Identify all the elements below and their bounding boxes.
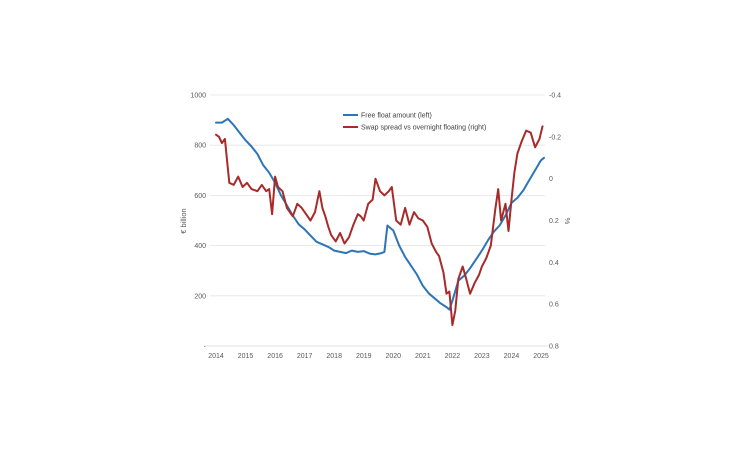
right-tick-label: 0.2 xyxy=(549,218,559,225)
right-tick-label: 0.8 xyxy=(549,344,559,351)
x-tick-label: 2020 xyxy=(385,353,401,360)
series-lines xyxy=(215,117,545,327)
left-tick-label: 1000 xyxy=(190,93,206,100)
x-tick-label: 2015 xyxy=(238,353,254,360)
right-axis-title: % xyxy=(563,218,572,225)
right-tick-label: 0.6 xyxy=(549,302,559,309)
right-axis-ticks: -0.4 -0.2 0 0.2 0.4 0.6 0.8 xyxy=(549,93,561,351)
x-tick-label: 2014 xyxy=(208,353,224,360)
x-tick-label: 2025 xyxy=(533,353,549,360)
right-tick-label: -0.4 xyxy=(549,93,561,100)
right-tick-label: -0.2 xyxy=(549,134,561,141)
left-tick-label: 600 xyxy=(194,193,206,200)
x-tick-label: 2016 xyxy=(267,353,283,360)
right-tick-label: 0.4 xyxy=(549,260,559,267)
left-axis-ticks: - 200 400 600 800 1000 xyxy=(190,93,206,351)
x-tick-label: 2021 xyxy=(415,353,431,360)
series-line-free-float xyxy=(215,117,545,311)
x-tick-label: 2022 xyxy=(445,353,461,360)
left-tick-label: 800 xyxy=(194,143,206,150)
legend-label-swap-spread: Swap spread vs overnight floating (right… xyxy=(361,125,486,132)
x-tick-label: 2023 xyxy=(474,353,490,360)
left-tick-label: - xyxy=(204,344,207,351)
x-axis-ticks: 2014 2015 2016 2017 2018 2019 2020 2021 2022 2023… xyxy=(208,353,549,360)
legend-label-free-float: Free float amount (left) xyxy=(361,113,432,120)
series-line-swap-spread xyxy=(215,125,544,327)
left-axis-title: € billion xyxy=(179,208,188,233)
gridlines xyxy=(210,94,545,297)
x-tick-label: 2019 xyxy=(356,353,372,360)
x-tick-label: 2018 xyxy=(326,353,342,360)
x-tick-label: 2017 xyxy=(297,353,313,360)
legend: Free float amount (left) Swap spread vs … xyxy=(343,113,486,132)
left-tick-label: 200 xyxy=(194,293,206,300)
x-tick-label: 2024 xyxy=(504,353,520,360)
right-tick-label: 0 xyxy=(549,176,553,183)
left-tick-label: 400 xyxy=(194,243,206,250)
